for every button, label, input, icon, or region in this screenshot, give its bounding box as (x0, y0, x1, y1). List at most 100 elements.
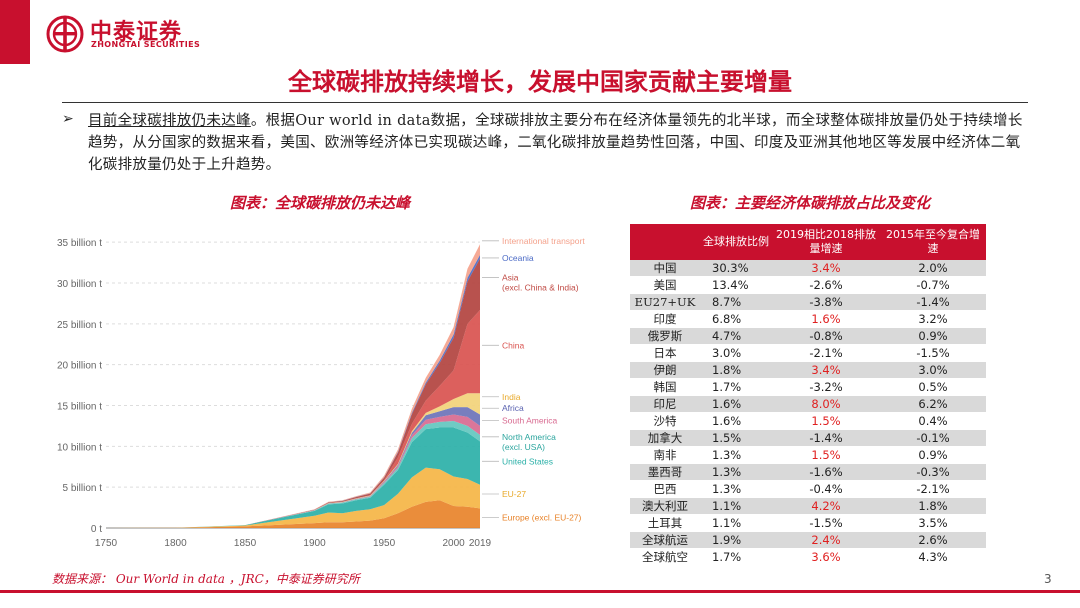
table-row: 巴西 1.3% -0.4% -2.1% (630, 480, 986, 499)
table-cell-yoy: -0.8% (772, 327, 880, 346)
table-row: 土耳其 1.1% -1.5% 3.5% (630, 514, 986, 533)
summary-lead: 目前全球碳排放仍未达峰 (88, 113, 251, 129)
y-tick-label: 15 billion t (57, 402, 102, 413)
x-tick-label: 1800 (164, 538, 187, 549)
table-header-country (630, 224, 700, 260)
y-tick-label: 35 billion t (57, 238, 102, 249)
table-row: 墨西哥 1.3% -1.6% -0.3% (630, 463, 986, 482)
table-cell-share: 1.3% (700, 463, 772, 482)
table-cell-cagr: 4.3% (880, 548, 986, 567)
table-cell-yoy: 1.5% (772, 412, 880, 431)
legend-label: EU-27 (502, 489, 526, 499)
table-cell-share: 4.7% (700, 327, 772, 346)
table-cell-share: 1.6% (700, 412, 772, 431)
x-tick-label: 2019 (469, 538, 492, 549)
company-logo: 中泰证券 ZHONGTAI SECURITIES (46, 12, 246, 56)
x-tick-label: 1850 (234, 538, 257, 549)
table-cell-country: 南非 (630, 446, 700, 465)
area-series (106, 467, 480, 528)
table-cell-share: 8.7% (700, 293, 772, 312)
table-cell-country: 澳大利亚 (630, 497, 700, 516)
table-cell-country: 巴西 (630, 480, 700, 499)
table-body: 中国 30.3% 3.4% 2.0% 美国 13.4% -2.6% -0.7% EU27+UK 8… (630, 260, 986, 567)
table-cell-country: 土耳其 (630, 514, 700, 533)
table-cell-country: 全球航运 (630, 531, 700, 550)
table-cell-share: 1.3% (700, 446, 772, 465)
area-series (106, 500, 480, 528)
legend-label: Asia (excl. China & India) (502, 273, 579, 293)
table-row: 澳大利亚 1.1% 4.2% 1.8% (630, 497, 986, 516)
table-cell-yoy: 4.2% (772, 497, 880, 516)
table-cell-country: 印尼 (630, 395, 700, 414)
table-cell-share: 1.3% (700, 480, 772, 499)
table-cell-country: 俄罗斯 (630, 327, 700, 346)
y-tick-label: 10 billion t (57, 442, 102, 453)
table-cell-yoy: 2.4% (772, 531, 880, 550)
footer-line (0, 590, 1080, 593)
table-cell-yoy: -0.4% (772, 480, 880, 499)
legend-label: North America (excl. USA) (502, 432, 556, 452)
y-tick-label: 30 billion t (57, 279, 102, 290)
legend-label: Oceania (502, 253, 534, 263)
table-cell-cagr: 0.5% (880, 378, 986, 397)
y-tick-label: 5 billion t (63, 483, 103, 494)
table-cell-country: 中国 (630, 260, 700, 278)
table-cell-cagr: -1.4% (880, 293, 986, 312)
table-cell-share: 1.1% (700, 497, 772, 516)
table-cell-cagr: -0.7% (880, 276, 986, 295)
table-cell-share: 1.1% (700, 514, 772, 533)
table-cell-cagr: 2.0% (880, 260, 986, 278)
table-cell-cagr: 0.9% (880, 446, 986, 465)
bullet-arrow-icon: ➢ (62, 111, 74, 127)
table-cell-share: 1.8% (700, 361, 772, 380)
table-cell-share: 1.5% (700, 429, 772, 448)
table-cell-yoy: -3.8% (772, 293, 880, 312)
table-cell-country: 日本 (630, 344, 700, 363)
table-cell-cagr: 2.6% (880, 531, 986, 550)
table-cell-cagr: -0.3% (880, 463, 986, 482)
table-cell-country: EU27+UK (630, 293, 700, 312)
table-row: 俄罗斯 4.7% -0.8% 0.9% (630, 327, 986, 346)
legend-label: Africa (502, 403, 524, 413)
legend-label: South America (502, 415, 558, 425)
header-bar: 中泰证券 ZHONGTAI SECURITIES (0, 0, 1080, 64)
table-row: 伊朗 1.8% 3.4% 3.0% (630, 361, 986, 380)
table-row: 中国 30.3% 3.4% 2.0% (630, 260, 986, 278)
zhongtai-logo-icon (46, 15, 84, 53)
table-cell-yoy: -2.6% (772, 276, 880, 295)
emissions-area-chart: 0 t 5 billion t 10 billion t 15 billion t 20… (57, 236, 585, 549)
table-cell-share: 1.9% (700, 531, 772, 550)
slide-title: 全球碳排放持续增长，发展中国家贡献主要增量 (288, 67, 792, 96)
area-series (106, 427, 480, 528)
table-cell-share: 30.3% (700, 260, 772, 278)
area-series (106, 393, 480, 528)
legend-label: United States (502, 456, 553, 466)
x-tick-label: 1750 (95, 538, 118, 549)
table-header-row: 全球排放比例 2019相比2018排放量增速 2015年至今复合增速 (630, 224, 986, 260)
table-cell-country: 印度 (630, 310, 700, 329)
table-header-cagr: 2015年至今复合增速 (880, 224, 986, 260)
table-row: 美国 13.4% -2.6% -0.7% (630, 276, 986, 295)
legend-label: Europe (excl. EU-27) (502, 513, 582, 523)
table-cell-yoy: 3.6% (772, 548, 880, 567)
table-cell-yoy: -1.6% (772, 463, 880, 482)
table-cell-cagr: -2.1% (880, 480, 986, 499)
table-cell-cagr: 3.2% (880, 310, 986, 329)
source-note: 数据来源： Our World in data ，JRC，中泰证券研究所 (52, 572, 360, 586)
table-cell-yoy: 3.4% (772, 361, 880, 380)
table-row: 南非 1.3% 1.5% 0.9% (630, 446, 986, 465)
table-caption: 图表：主要经济体碳排放占比及变化 (689, 194, 930, 212)
title-underline (62, 102, 1028, 103)
table-cell-cagr: 6.2% (880, 395, 986, 414)
table-cell-share: 6.8% (700, 310, 772, 329)
table-cell-country: 美国 (630, 276, 700, 295)
table-cell-cagr: 0.4% (880, 412, 986, 431)
table-row: 加拿大 1.5% -1.4% -0.1% (630, 429, 986, 448)
page-number: 3 (1044, 572, 1052, 586)
table-row: 印度 6.8% 1.6% 3.2% (630, 310, 986, 329)
table-cell-yoy: 1.5% (772, 446, 880, 465)
x-tick-label: 1950 (373, 538, 396, 549)
table-row: 全球航空 1.7% 3.6% 4.3% (630, 548, 986, 567)
x-tick-label: 2000 (442, 538, 465, 549)
y-tick-label: 20 billion t (57, 361, 102, 372)
